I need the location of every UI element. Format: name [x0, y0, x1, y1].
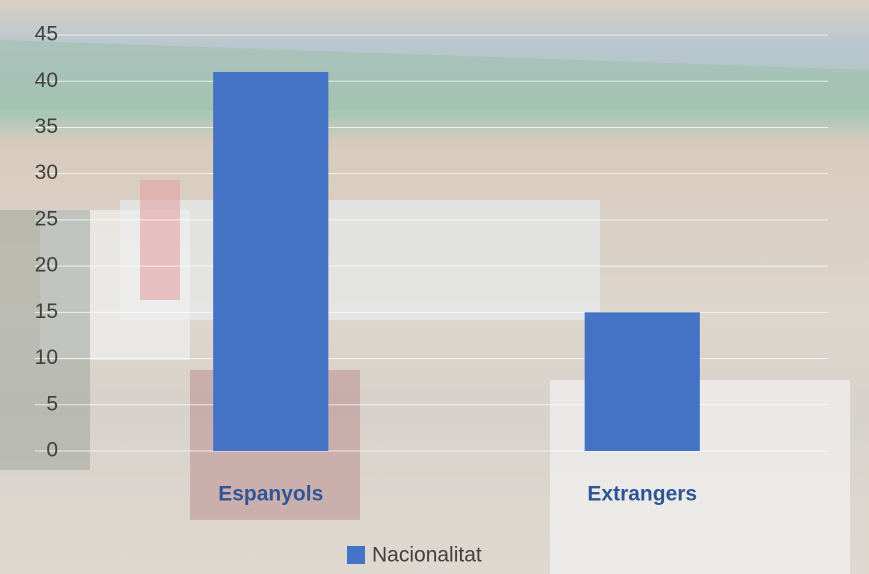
y-tick-label: 5 — [46, 392, 58, 415]
y-tick-label: 30 — [35, 161, 58, 184]
x-tick-label: Espanyols — [218, 483, 323, 506]
legend-swatch — [347, 546, 365, 564]
y-tick-label: 45 — [35, 23, 58, 46]
x-tick-label: Extrangers — [587, 483, 697, 506]
bar — [584, 312, 700, 451]
y-tick-label: 0 — [46, 439, 58, 462]
legend-label: Nacionalitat — [372, 544, 482, 567]
y-tick-label: 40 — [35, 69, 58, 92]
y-tick-label: 25 — [35, 207, 58, 230]
y-tick-label: 10 — [35, 346, 58, 369]
y-tick-label: 35 — [35, 115, 58, 138]
y-tick-label: 15 — [35, 300, 58, 323]
bar — [213, 71, 329, 451]
y-tick-label: 20 — [35, 254, 58, 277]
